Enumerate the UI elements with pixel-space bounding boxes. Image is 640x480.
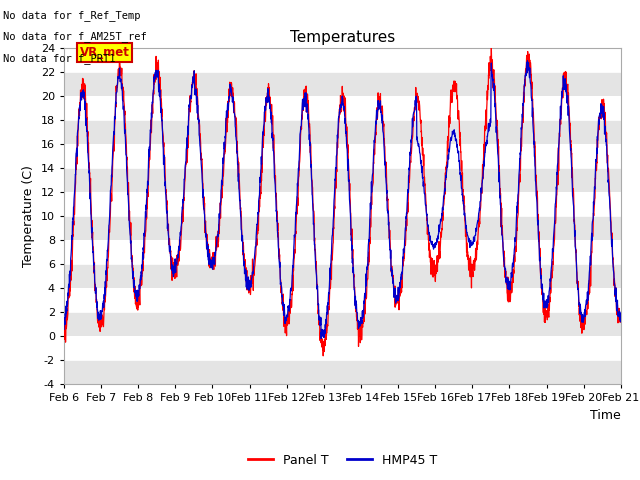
Title: Temperatures: Temperatures bbox=[290, 30, 395, 46]
Bar bbox=[64, 120, 621, 144]
X-axis label: Time: Time bbox=[590, 408, 621, 421]
Bar bbox=[64, 360, 621, 384]
Text: VR_met: VR_met bbox=[79, 47, 129, 60]
Bar bbox=[64, 312, 621, 336]
Text: No data for f_Ref_Temp: No data for f_Ref_Temp bbox=[3, 10, 141, 21]
Bar bbox=[64, 72, 621, 96]
Bar bbox=[64, 168, 621, 192]
Bar bbox=[64, 264, 621, 288]
Y-axis label: Temperature (C): Temperature (C) bbox=[22, 165, 35, 267]
Bar bbox=[64, 216, 621, 240]
Legend: Panel T, HMP45 T: Panel T, HMP45 T bbox=[243, 449, 442, 472]
Text: No data for f_PRT1: No data for f_PRT1 bbox=[3, 53, 116, 64]
Text: No data for f_AM25T_ref: No data for f_AM25T_ref bbox=[3, 31, 147, 42]
